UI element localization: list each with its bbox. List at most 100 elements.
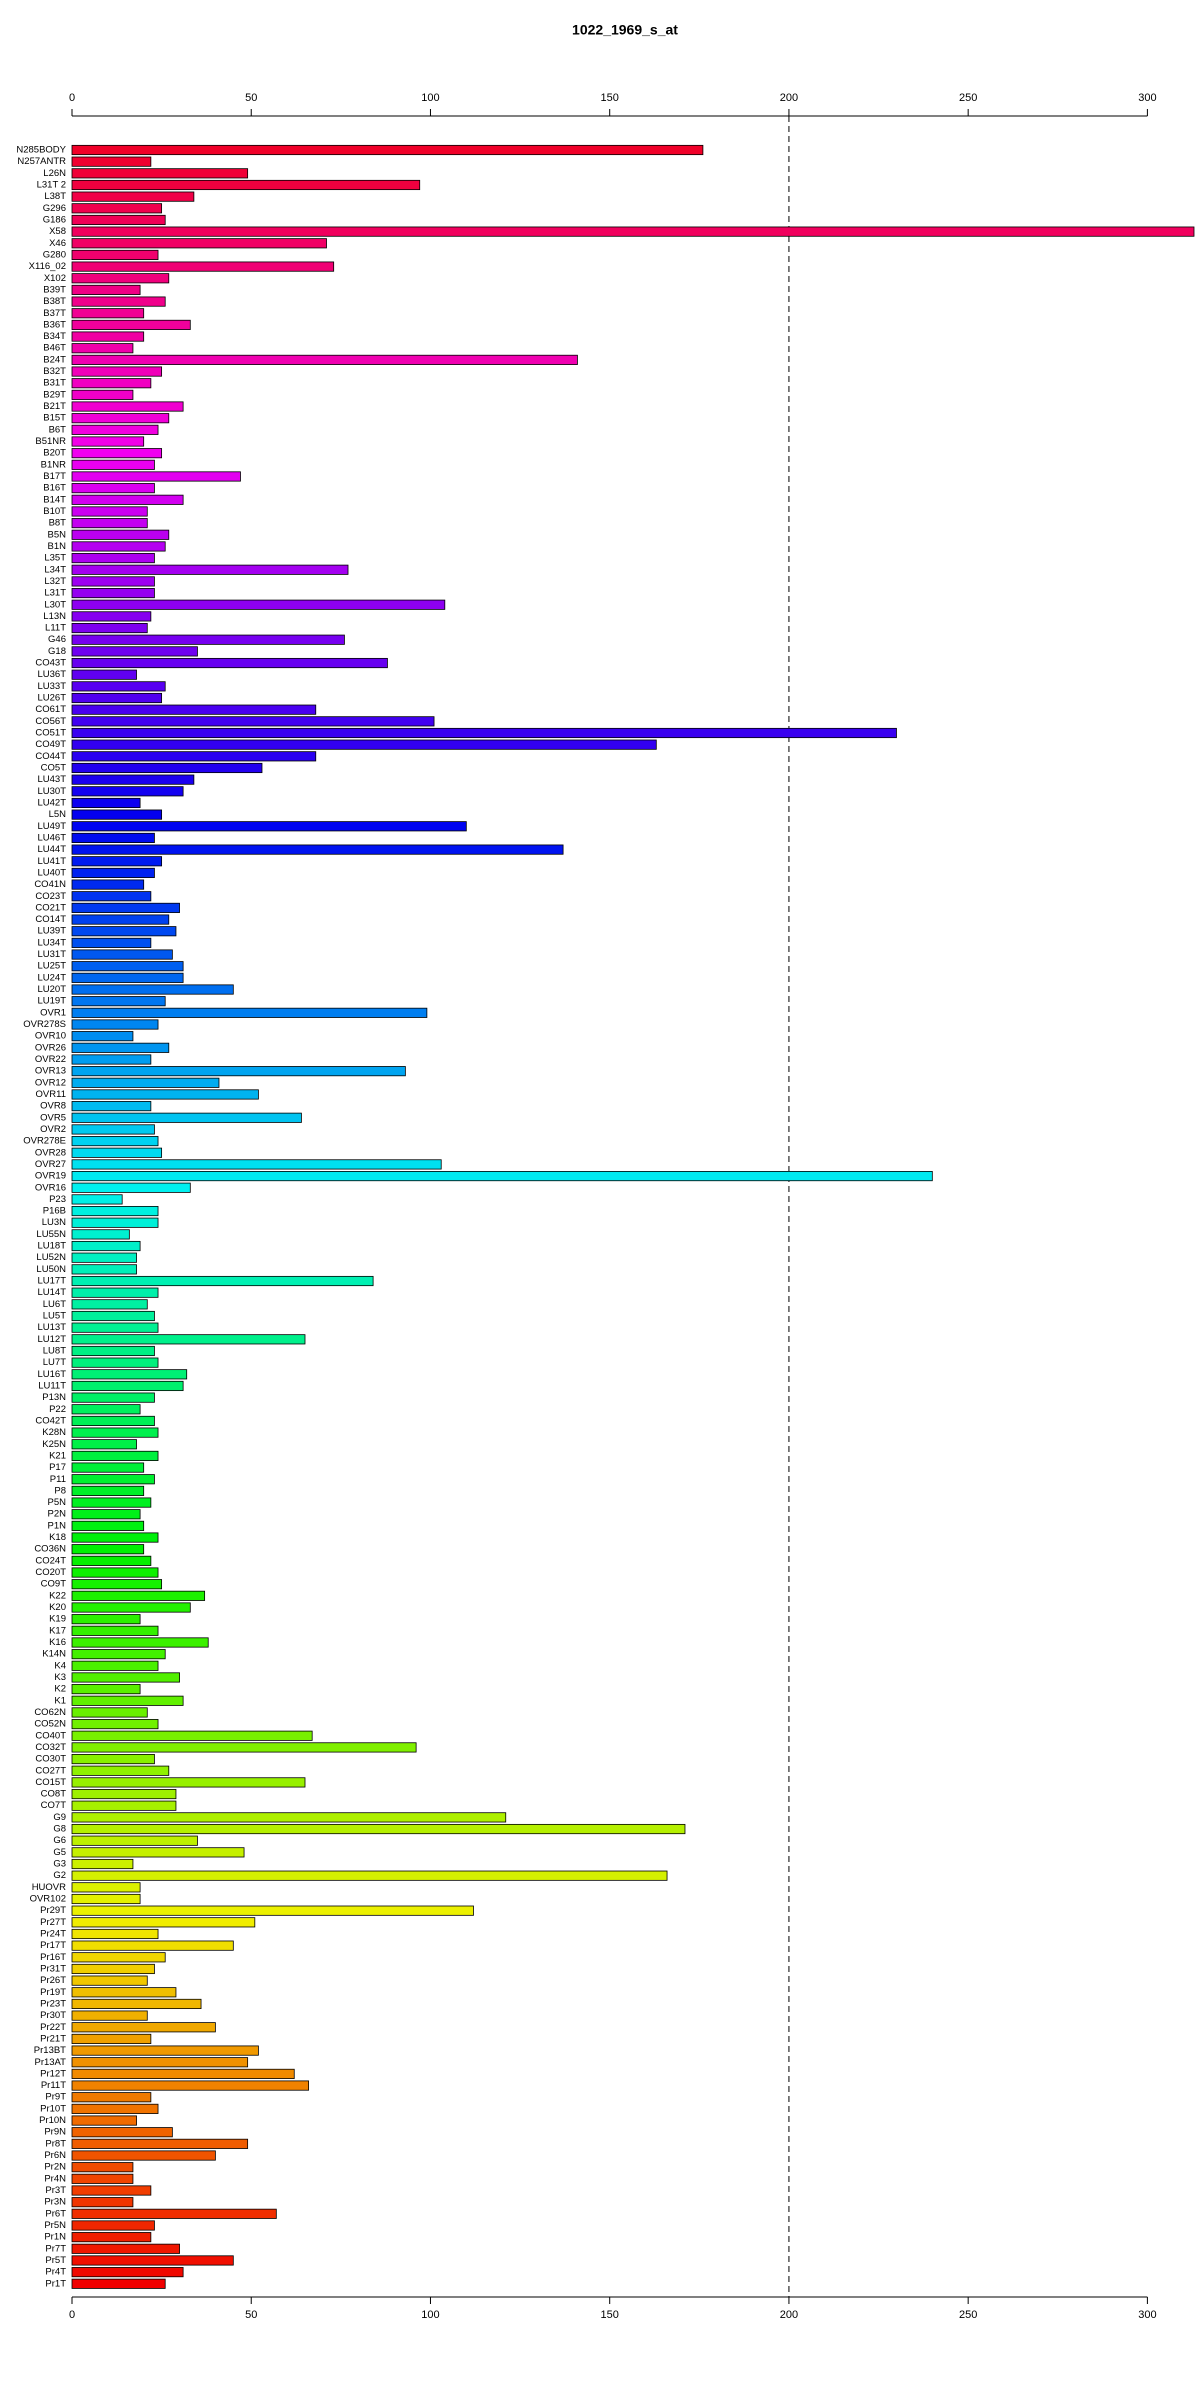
x-tick-label: 100 xyxy=(421,92,439,104)
y-tick-label: OVR19 xyxy=(35,1171,66,1182)
y-tick-label: Pr22T xyxy=(40,2022,66,2033)
bar xyxy=(71,797,141,809)
bar xyxy=(71,483,155,494)
x-tick-label: 200 xyxy=(780,92,798,104)
y-tick-label: B5N xyxy=(48,529,67,540)
bar xyxy=(71,1497,152,1508)
y-tick-label: LU11T xyxy=(38,1380,66,1391)
bar xyxy=(71,1194,123,1205)
bar xyxy=(71,1182,191,1193)
bar xyxy=(71,2103,159,2114)
bar xyxy=(71,401,184,412)
y-tick-label: CO56T xyxy=(35,716,66,727)
bar xyxy=(71,2057,249,2068)
y-tick-label: Pr4N xyxy=(44,2173,66,2184)
bar xyxy=(71,1380,184,1392)
bar xyxy=(71,1847,245,1858)
y-tick-label: LU43T xyxy=(37,774,66,785)
y-tick-label: Pr23T xyxy=(40,1998,66,2009)
bar xyxy=(71,1649,166,1660)
bar xyxy=(71,1077,220,1088)
bar xyxy=(71,1963,155,1975)
bar xyxy=(71,1042,170,1053)
y-tick-label: P2N xyxy=(48,1509,67,1520)
bar xyxy=(71,611,152,622)
bar xyxy=(71,622,148,634)
y-tick-label: X116_02 xyxy=(29,261,66,272)
y-tick-label: OVR1 xyxy=(40,1007,66,1018)
bar xyxy=(71,937,152,948)
bar xyxy=(71,1579,163,1590)
bar xyxy=(71,2022,216,2033)
bar xyxy=(71,809,163,820)
bar xyxy=(71,1171,933,1182)
y-tick-label: CO7T xyxy=(41,1800,67,1811)
y-tick-label: OVR10 xyxy=(35,1031,66,1042)
bar xyxy=(71,494,184,505)
bar xyxy=(71,1555,152,1566)
bar xyxy=(71,1404,141,1415)
y-tick-label: OVR5 xyxy=(40,1112,66,1123)
y-tick-label: LU30T xyxy=(37,786,66,797)
y-tick-label: LU26T xyxy=(37,693,66,704)
bar xyxy=(71,588,155,599)
y-tick-label: K4 xyxy=(54,1660,66,1671)
y-tick-label: G46 xyxy=(48,634,66,645)
bar xyxy=(71,1392,155,1403)
y-tick-label: OVR278E xyxy=(23,1136,66,1147)
y-tick-label: CO36N xyxy=(34,1544,66,1555)
y-tick-label: Pr11T xyxy=(41,2080,66,2091)
y-tick-label: CO24T xyxy=(35,1555,66,1566)
bar xyxy=(71,2173,134,2184)
bar xyxy=(71,856,163,867)
bar xyxy=(71,1905,474,1916)
bar xyxy=(71,2045,259,2056)
bar xyxy=(71,1567,159,1578)
y-tick-label: Pr3N xyxy=(44,2197,66,2208)
bar xyxy=(71,1952,166,1963)
bar xyxy=(71,1975,148,1986)
bar xyxy=(71,2127,173,2138)
y-tick-label: X102 xyxy=(44,273,66,284)
y-tick-label: B1NR xyxy=(41,459,66,470)
y-tick-label: G3 xyxy=(53,1859,66,1870)
y-tick-label: OVR2 xyxy=(40,1124,66,1135)
y-tick-label: HUOVR xyxy=(32,1882,66,1893)
y-tick-label: B21T xyxy=(43,401,66,412)
bar xyxy=(71,2068,295,2079)
y-tick-label: B32T xyxy=(43,366,66,377)
y-tick-label: LU13T xyxy=(37,1322,66,1333)
bar xyxy=(71,961,184,972)
y-tick-label: LU42T xyxy=(37,797,66,808)
y-tick-label: K25N xyxy=(42,1439,66,1450)
y-tick-label: L30T xyxy=(44,599,66,610)
y-tick-label: LU41T xyxy=(37,856,66,867)
bar xyxy=(71,1252,137,1263)
bar xyxy=(71,448,163,459)
bar xyxy=(71,144,704,156)
bar xyxy=(71,1147,163,1158)
bar xyxy=(71,1462,145,1473)
bar xyxy=(71,1019,159,1030)
bar xyxy=(71,518,148,529)
y-tick-label: LU36T xyxy=(37,669,66,680)
y-tick-label: B51NR xyxy=(35,436,66,447)
bar xyxy=(71,599,446,610)
bar xyxy=(71,2220,155,2231)
y-tick-label: OVR27 xyxy=(35,1159,66,1170)
y-tick-label: P5N xyxy=(48,1497,67,1508)
y-tick-label: Pr31T xyxy=(40,1963,66,1974)
y-tick-label: B38T xyxy=(43,296,66,307)
y-tick-label: CO23T xyxy=(35,891,66,902)
x-tick-label: 50 xyxy=(245,92,257,104)
bar xyxy=(71,413,170,424)
bar xyxy=(71,2080,309,2091)
y-tick-label: Pr26T xyxy=(40,1975,66,1986)
x-tick-label: 150 xyxy=(601,92,619,104)
bar xyxy=(71,226,1195,237)
y-tick-label: G6 xyxy=(53,1835,66,1846)
bar xyxy=(71,727,897,739)
bar xyxy=(71,1485,145,1496)
bar xyxy=(71,891,152,902)
bar xyxy=(71,1240,141,1252)
